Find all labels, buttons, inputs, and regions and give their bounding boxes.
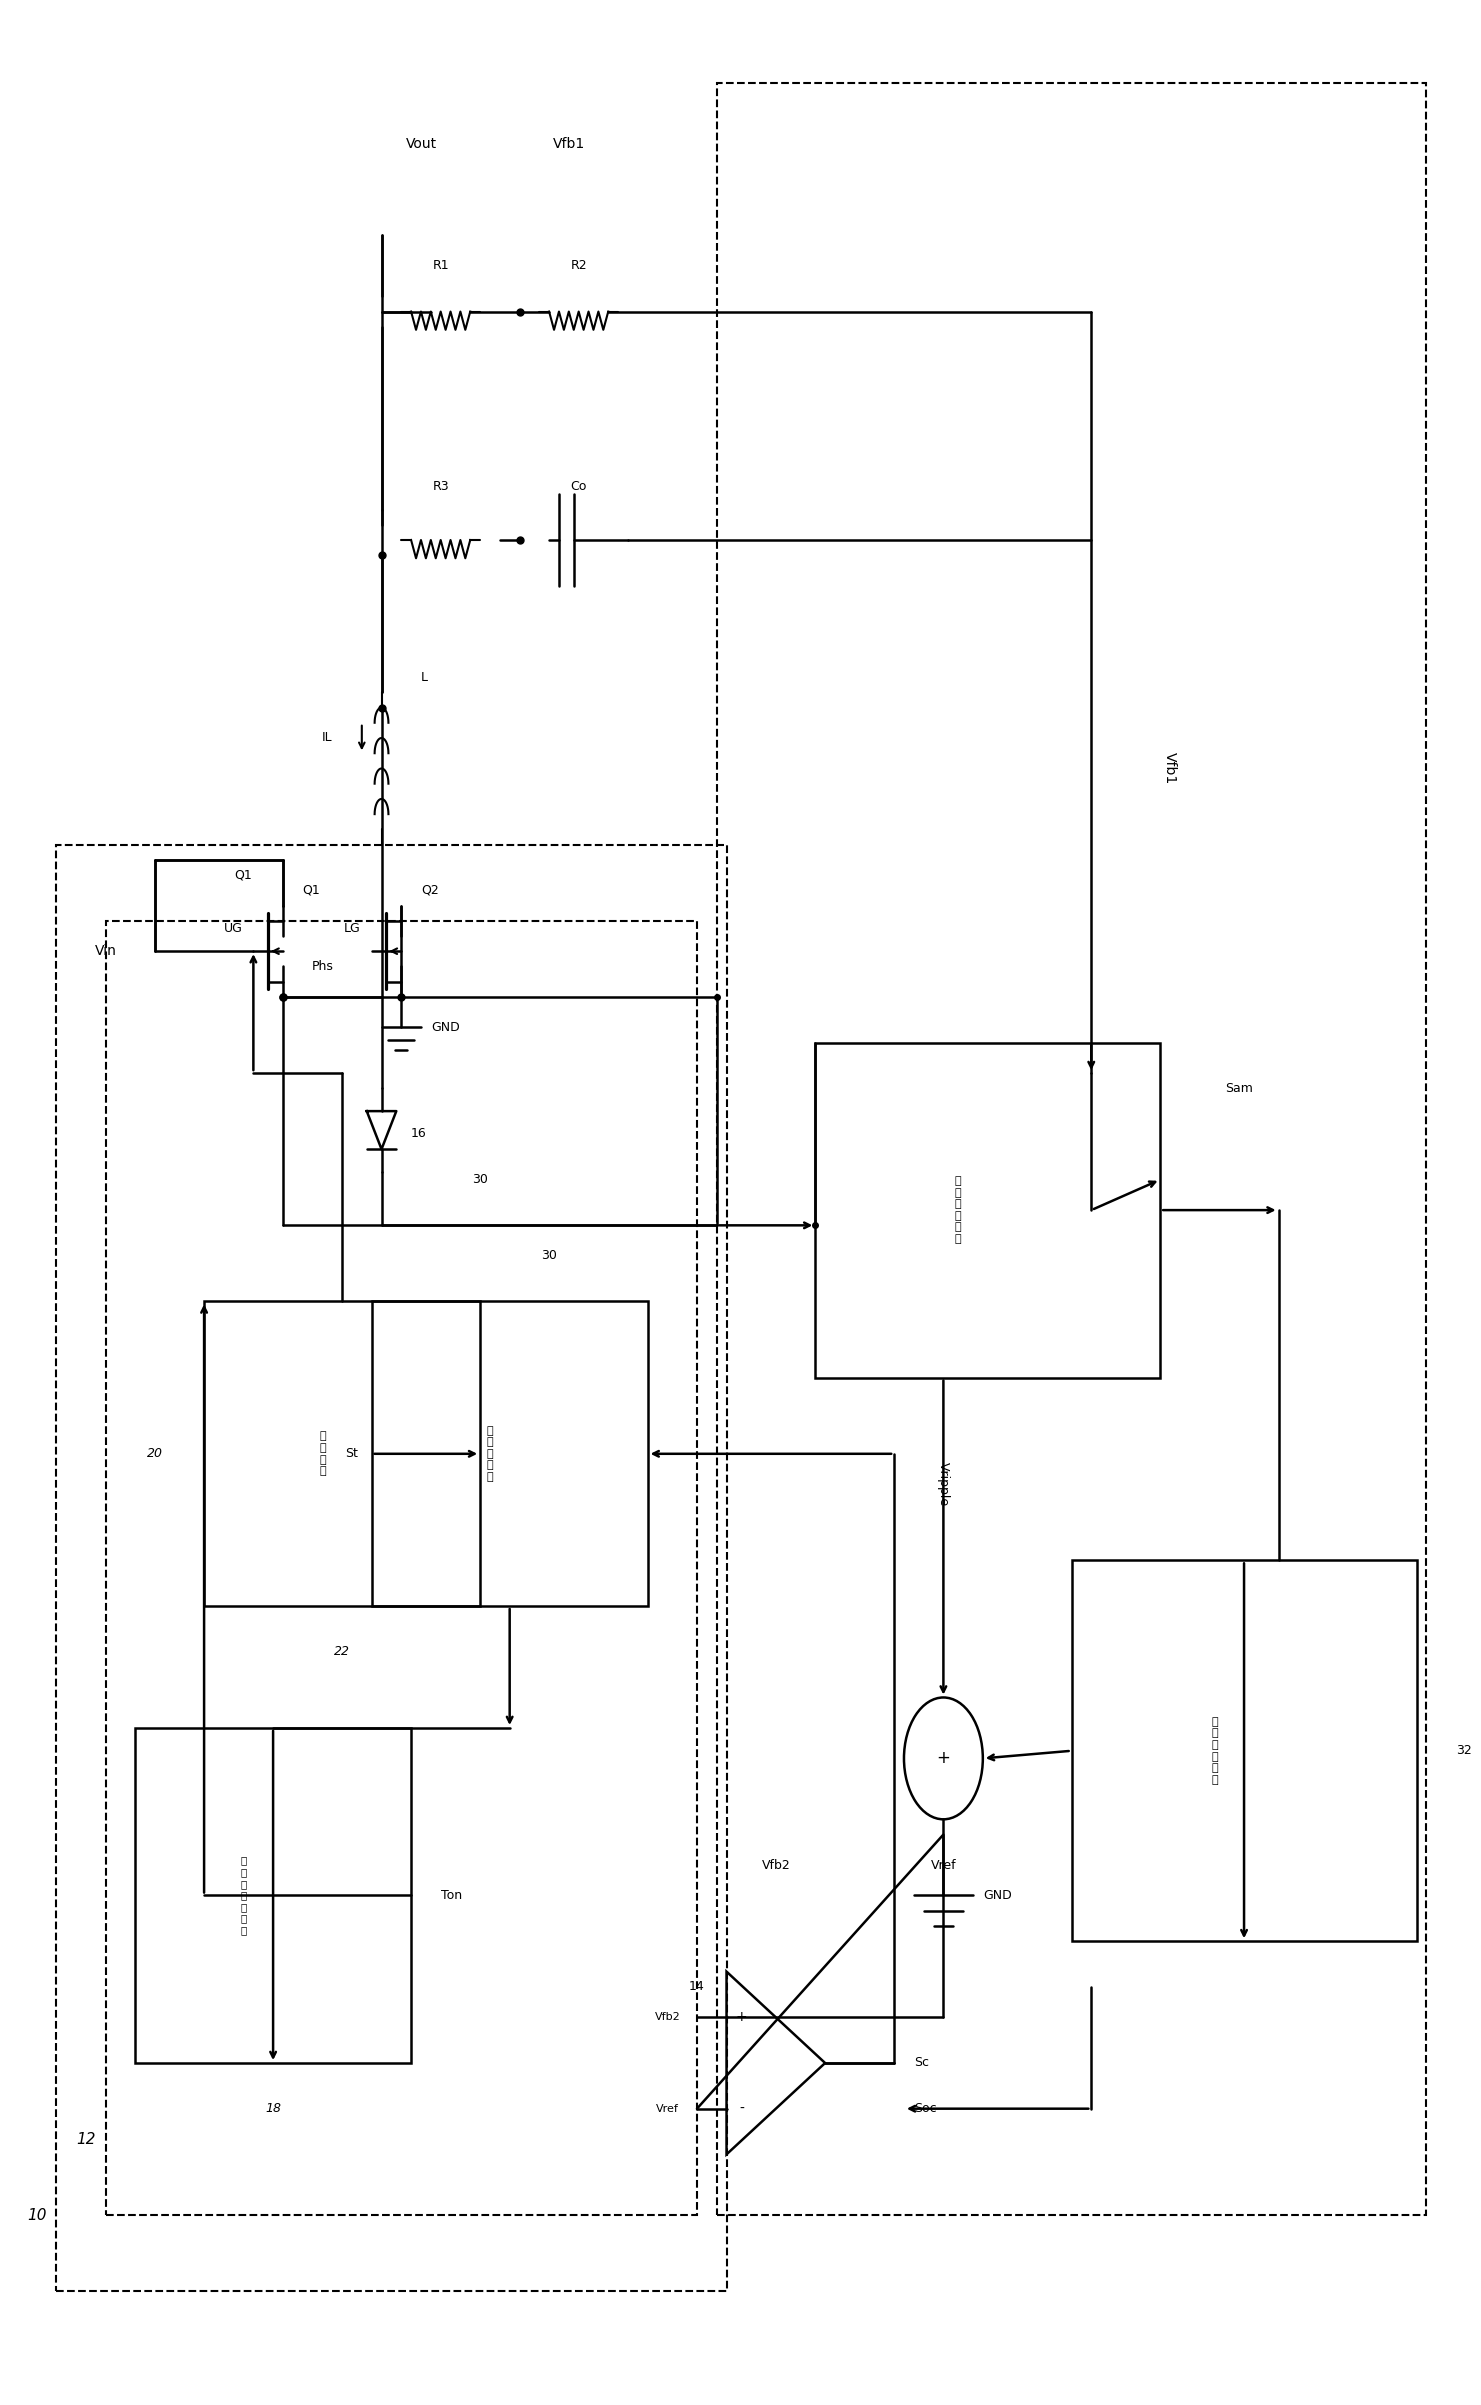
Text: GND: GND — [431, 1020, 459, 1034]
Bar — [56, 844, 727, 2292]
Text: 32: 32 — [1456, 1744, 1472, 1758]
Text: Ton: Ton — [441, 1888, 462, 1902]
Text: Vfb1: Vfb1 — [552, 137, 585, 152]
Text: 10: 10 — [27, 2208, 46, 2222]
Text: Vfb1: Vfb1 — [1163, 753, 1177, 784]
Bar — [372, 1301, 647, 1607]
Bar — [1072, 1561, 1416, 1941]
Text: Soc: Soc — [914, 2102, 936, 2114]
Text: 纹
波
产
生
电
路: 纹 波 产 生 电 路 — [955, 1176, 961, 1243]
Bar — [204, 1301, 480, 1607]
Text: R2: R2 — [570, 260, 586, 272]
Text: 20: 20 — [147, 1448, 163, 1460]
Bar — [717, 84, 1426, 2215]
Text: 22: 22 — [335, 1645, 350, 1659]
Text: St: St — [345, 1448, 358, 1460]
Text: R1: R1 — [432, 260, 449, 272]
Text: R3: R3 — [432, 481, 449, 493]
Bar — [135, 1727, 412, 2063]
Text: UG: UG — [224, 921, 243, 936]
Text: Vref: Vref — [656, 2104, 678, 2114]
Text: Sam: Sam — [1225, 1082, 1253, 1094]
Text: +: + — [936, 1748, 951, 1768]
Text: Vin: Vin — [95, 945, 117, 957]
Text: Vfb2: Vfb2 — [655, 2013, 680, 2023]
Text: Q2: Q2 — [421, 883, 438, 897]
Text: 固
定
时
间
产
生
器: 固 定 时 间 产 生 器 — [240, 1857, 247, 1936]
Text: 30: 30 — [472, 1174, 489, 1186]
Text: Vfb2: Vfb2 — [761, 1859, 791, 1871]
Text: Q1: Q1 — [234, 868, 252, 883]
Text: 14: 14 — [689, 1979, 705, 1994]
Text: L: L — [421, 671, 428, 683]
Text: Vref: Vref — [930, 1859, 957, 1871]
Text: IL: IL — [321, 731, 332, 746]
Text: 18: 18 — [265, 2102, 281, 2114]
Text: GND: GND — [983, 1888, 1012, 1902]
Text: 12: 12 — [76, 2131, 96, 2148]
Text: Vout: Vout — [406, 137, 437, 152]
Bar — [105, 921, 698, 2215]
Text: +: + — [736, 2011, 746, 2025]
Text: -: - — [739, 2102, 743, 2116]
Text: Q1: Q1 — [302, 883, 320, 897]
Text: 单
击
电
路: 单 击 电 路 — [318, 1431, 326, 1477]
Text: 16: 16 — [412, 1128, 427, 1140]
Text: Sc: Sc — [914, 2056, 929, 2068]
Text: Co: Co — [570, 481, 586, 493]
Text: 偏
移
消
除
电
路: 偏 移 消 除 电 路 — [1211, 1717, 1217, 1785]
Text: Phs: Phs — [311, 960, 333, 974]
Text: 逻
辑
控
制
器: 逻 辑 控 制 器 — [487, 1426, 493, 1481]
Text: 30: 30 — [541, 1248, 557, 1263]
Bar — [815, 1044, 1160, 1378]
Text: LG: LG — [344, 921, 360, 936]
Text: Vripple: Vripple — [937, 1462, 949, 1506]
